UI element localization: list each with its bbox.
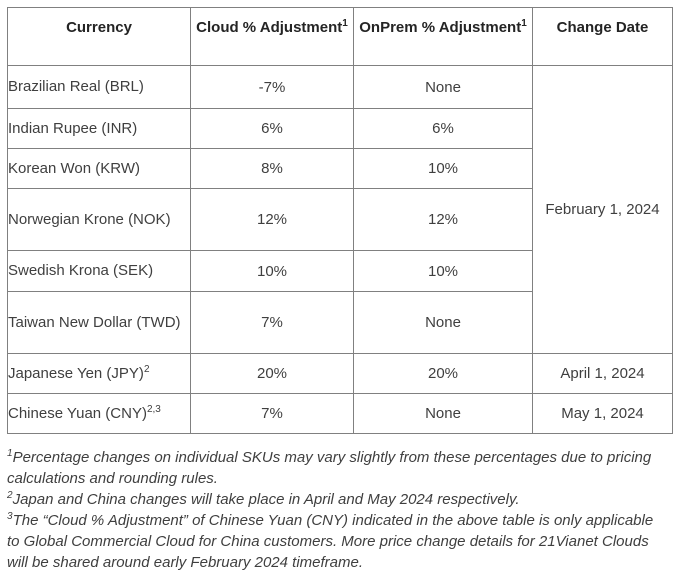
table-row: Taiwan New Dollar (TWD) 7% None <box>7 291 673 354</box>
cloud-adjustment-cell: -7% <box>190 65 354 109</box>
table-row: Japanese Yen (JPY)2 20% 20% April 1, 2024 <box>7 353 673 394</box>
footnote-ref: 1 <box>342 18 348 29</box>
change-date-cell-merged: February 1, 2024 <box>532 65 673 354</box>
cloud-adjustment-cell: 20% <box>190 353 354 394</box>
table-row: Brazilian Real (BRL) -7% None February 1, 2… <box>7 65 673 354</box>
currency-cell: Korean Won (KRW) <box>7 148 191 189</box>
column-header-date: Change Date <box>532 7 673 66</box>
footnote-ref: 2,3 <box>146 403 161 415</box>
column-header-currency: Currency <box>7 7 191 66</box>
onprem-adjustment-cell: None <box>353 393 533 434</box>
cloud-adjustment-cell: 7% <box>190 393 354 434</box>
currency-cell: Norwegian Krone (NOK) <box>7 188 191 251</box>
change-date-cell: May 1, 2024 <box>532 393 673 434</box>
onprem-adjustment-cell: 20% <box>353 353 533 394</box>
cloud-adjustment-cell: 6% <box>190 108 354 149</box>
column-header-onprem: OnPrem % Adjustment1 <box>353 7 533 66</box>
table-header-row: Currency Cloud % Adjustment1 OnPrem % Adju… <box>7 7 673 66</box>
onprem-adjustment-cell: 6% <box>353 108 533 149</box>
cell-text: Japanese Yen (JPY) <box>8 364 144 382</box>
footnote: 2Japan and China changes will take place… <box>7 489 662 510</box>
cell-text: Currency <box>66 19 132 36</box>
column-header-cloud: Cloud % Adjustment1 <box>190 7 354 66</box>
currency-cell: Swedish Krona (SEK) <box>7 250 191 292</box>
footnote-text: Percentage changes on individual SKUs ma… <box>7 449 652 487</box>
currency-cell: Indian Rupee (INR) <box>7 108 191 149</box>
cloud-adjustment-cell: 7% <box>190 291 354 354</box>
onprem-adjustment-cell: None <box>353 65 533 109</box>
footnote-ref: 2 <box>143 363 150 375</box>
footnote-ref: 1 <box>521 18 527 29</box>
footnotes: 1Percentage changes on individual SKUs m… <box>7 447 662 573</box>
currency-cell: Japanese Yen (JPY)2 <box>7 353 191 394</box>
footnote-number: 3 <box>7 511 13 522</box>
currency-adjustment-table: Currency Cloud % Adjustment1 OnPrem % Adju… <box>7 7 673 434</box>
table-body: Brazilian Real (BRL) -7% None February 1, 2… <box>7 65 673 434</box>
table-row: Swedish Krona (SEK) 10% 10% <box>7 250 673 292</box>
cloud-adjustment-cell: 12% <box>190 188 354 251</box>
table-row: Korean Won (KRW) 8% 10% <box>7 148 673 189</box>
cell-text: Change Date <box>556 19 649 36</box>
change-date-cell: April 1, 2024 <box>532 353 673 394</box>
table-header: Currency Cloud % Adjustment1 OnPrem % Adju… <box>7 7 673 66</box>
footnote-number: 2 <box>7 490 13 501</box>
onprem-adjustment-cell: None <box>353 291 533 354</box>
cell-text: Taiwan New Dollar (TWD) <box>8 313 181 331</box>
currency-cell: Brazilian Real (BRL) <box>7 65 191 109</box>
cell-text: OnPrem % Adjustment <box>359 19 522 36</box>
onprem-adjustment-cell: 10% <box>353 148 533 189</box>
table-row: Norwegian Krone (NOK) 12% 12% <box>7 188 673 251</box>
table-row: Chinese Yuan (CNY)2,3 7% None May 1, 2024 <box>7 393 673 434</box>
currency-cell: Chinese Yuan (CNY)2,3 <box>7 393 191 434</box>
cell-text: Norwegian Krone (NOK) <box>8 210 171 228</box>
cell-text: Brazilian Real (BRL) <box>8 78 144 96</box>
footnote-number: 1 <box>7 448 13 459</box>
onprem-adjustment-cell: 10% <box>353 250 533 292</box>
onprem-adjustment-cell: 12% <box>353 188 533 251</box>
table-row: Indian Rupee (INR) 6% 6% <box>7 108 673 149</box>
cell-text: Korean Won (KRW) <box>8 159 140 177</box>
cell-text: Cloud % Adjustment <box>196 19 343 36</box>
cell-text: Swedish Krona (SEK) <box>8 262 154 280</box>
cell-text: Chinese Yuan (CNY) <box>8 404 147 422</box>
cloud-adjustment-cell: 8% <box>190 148 354 189</box>
footnote-text: Japan and China changes will take place … <box>12 491 520 508</box>
footnote-text: The “Cloud % Adjustment” of Chinese Yuan… <box>7 512 654 571</box>
footnote: 3The “Cloud % Adjustment” of Chinese Yua… <box>7 510 662 573</box>
footnote: 1Percentage changes on individual SKUs m… <box>7 447 662 489</box>
cloud-adjustment-cell: 10% <box>190 250 354 292</box>
currency-cell: Taiwan New Dollar (TWD) <box>7 291 191 354</box>
cell-text: Indian Rupee (INR) <box>8 119 138 137</box>
